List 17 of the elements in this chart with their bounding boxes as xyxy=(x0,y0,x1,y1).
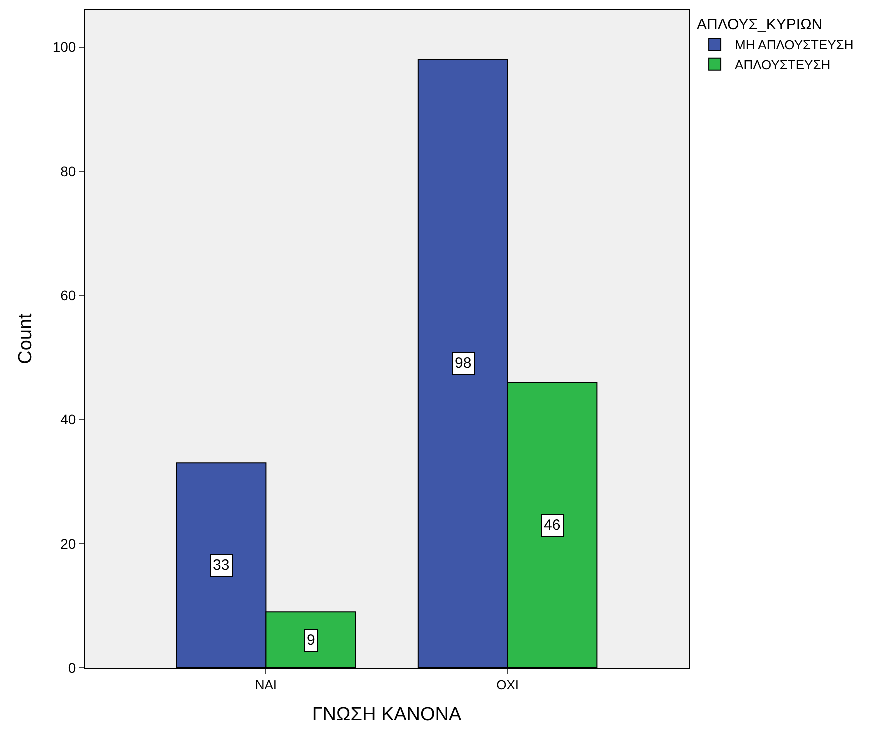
legend-label: ΑΠΛΟΥΣΤΕΥΣΗ xyxy=(735,57,831,72)
x-tick-label: ΝΑΙ xyxy=(255,678,278,693)
y-tick-label: 60 xyxy=(60,287,76,304)
y-tick-label: 20 xyxy=(60,536,76,552)
data-label: 98 xyxy=(455,355,472,372)
data-label: 46 xyxy=(544,517,561,534)
x-axis-title: ΓΝΩΣΗ ΚΑΝΟΝΑ xyxy=(312,704,462,726)
y-tick-label: 0 xyxy=(68,660,76,676)
x-tick-label: ΟΧΙ xyxy=(496,678,520,693)
y-tick-label: 100 xyxy=(52,39,76,56)
legend-label: ΜΗ ΑΠΛΟΥΣΤΕΥΣΗ xyxy=(735,38,854,53)
data-label: 9 xyxy=(307,632,316,649)
y-tick-label: 40 xyxy=(60,412,76,428)
y-tick-label: 80 xyxy=(60,163,76,180)
y-axis-title: Count xyxy=(16,312,37,364)
data-label: 33 xyxy=(213,557,230,574)
legend-title: ΑΠΛΟΥΣ_ΚΥΡΙΩΝ xyxy=(697,16,823,34)
